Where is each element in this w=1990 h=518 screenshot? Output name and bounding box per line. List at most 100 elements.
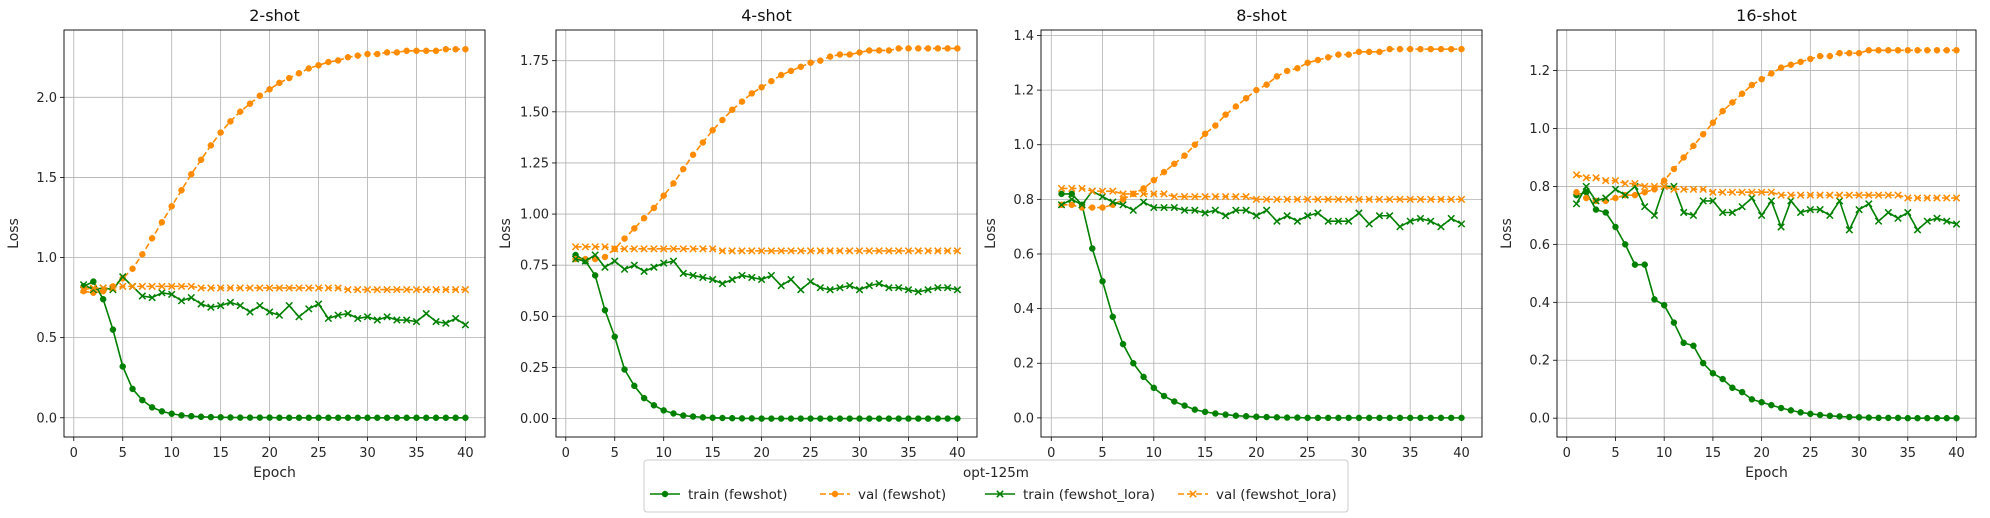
data-point — [216, 284, 225, 292]
data-point — [1914, 47, 1921, 54]
data-point — [1573, 188, 1580, 196]
data-point — [1262, 195, 1271, 204]
x-tick-label: 10 — [655, 446, 672, 461]
data-point — [787, 275, 795, 284]
data-point — [591, 243, 599, 251]
panel-title: 2-shot — [249, 6, 300, 25]
x-tick-label: 25 — [1299, 446, 1316, 461]
data-point — [119, 363, 126, 370]
data-point — [1582, 194, 1590, 202]
data-point — [383, 313, 391, 321]
data-point — [295, 284, 303, 292]
data-point — [1293, 195, 1302, 204]
data-point — [138, 282, 147, 291]
data-point — [285, 301, 293, 310]
data-point — [256, 414, 264, 421]
data-point — [924, 45, 932, 52]
data-point — [1631, 261, 1639, 268]
data-point — [689, 413, 697, 420]
data-point — [1355, 195, 1363, 204]
data-point — [305, 414, 313, 422]
data-point — [1865, 191, 1873, 199]
data-point — [659, 245, 668, 253]
data-point — [1303, 212, 1312, 220]
data-point — [826, 415, 834, 422]
data-point — [1612, 194, 1619, 202]
data-point — [768, 77, 775, 85]
data-point — [934, 415, 942, 422]
legend-title: opt-125m — [963, 465, 1029, 481]
data-point — [1787, 61, 1795, 69]
series-line — [1576, 174, 1957, 199]
data-point — [1601, 176, 1610, 185]
data-point — [1457, 220, 1466, 228]
data-point — [1160, 168, 1168, 176]
data-point — [1139, 198, 1148, 206]
data-point — [689, 271, 697, 280]
data-point — [1835, 191, 1844, 199]
data-point — [1855, 414, 1863, 421]
data-point — [1670, 319, 1678, 326]
data-point — [905, 415, 912, 422]
series-train-fewshot-lora — [1572, 182, 1961, 234]
data-point — [442, 45, 450, 53]
data-point — [797, 247, 805, 255]
data-point — [1953, 414, 1960, 422]
data-point — [305, 305, 313, 313]
data-point — [1334, 217, 1343, 225]
data-point — [168, 410, 175, 418]
data-point — [1679, 185, 1688, 194]
data-point — [207, 284, 215, 292]
data-point — [1058, 190, 1065, 198]
data-point — [1119, 190, 1127, 198]
data-point — [354, 414, 361, 422]
data-point — [1884, 208, 1893, 217]
data-point — [738, 271, 746, 280]
data-point — [875, 415, 883, 422]
data-point — [728, 247, 736, 255]
data-point — [315, 414, 322, 422]
data-point — [1836, 413, 1843, 420]
data-point — [807, 415, 814, 422]
data-point — [1748, 396, 1756, 403]
data-point — [168, 203, 175, 210]
data-point — [620, 265, 629, 274]
data-point — [1943, 47, 1951, 54]
data-point — [1592, 197, 1600, 205]
legend-frame — [643, 459, 1349, 513]
x-tick-label: 40 — [1453, 446, 1470, 461]
series-line — [1061, 187, 1462, 201]
data-point — [797, 286, 805, 294]
data-point — [226, 298, 235, 307]
panel-16-shot: 0 5 10 15 20 25 30 35 40 0.0 0.2 0.4 0.6 0.8 1.0 1.2 16-… — [1499, 6, 1977, 481]
data-point — [1650, 182, 1659, 191]
data-point — [1437, 195, 1445, 204]
data-point — [885, 247, 893, 255]
data-point — [1885, 47, 1892, 54]
data-point — [1787, 407, 1795, 414]
data-point — [314, 284, 323, 292]
data-point — [266, 86, 273, 93]
data-point — [1670, 185, 1678, 194]
data-point — [1365, 220, 1373, 228]
data-point — [894, 283, 903, 292]
data-point — [953, 247, 962, 255]
data-point — [885, 47, 893, 54]
data-point — [1787, 197, 1795, 205]
data-point — [119, 282, 127, 291]
data-point — [924, 415, 932, 422]
data-point — [914, 288, 922, 296]
x-tick-label: 35 — [1900, 446, 1917, 461]
data-point — [1621, 179, 1629, 188]
y-tick-label: 1.2 — [1013, 84, 1034, 99]
data-point — [148, 293, 156, 302]
data-point — [1181, 402, 1188, 409]
data-point — [1447, 414, 1455, 422]
data-point — [1365, 195, 1373, 204]
data-point — [1119, 340, 1127, 348]
data-point — [119, 273, 127, 281]
series-val-fewshot — [1058, 45, 1465, 211]
data-point — [1170, 203, 1179, 212]
data-point — [1768, 401, 1775, 409]
data-point — [315, 62, 322, 69]
